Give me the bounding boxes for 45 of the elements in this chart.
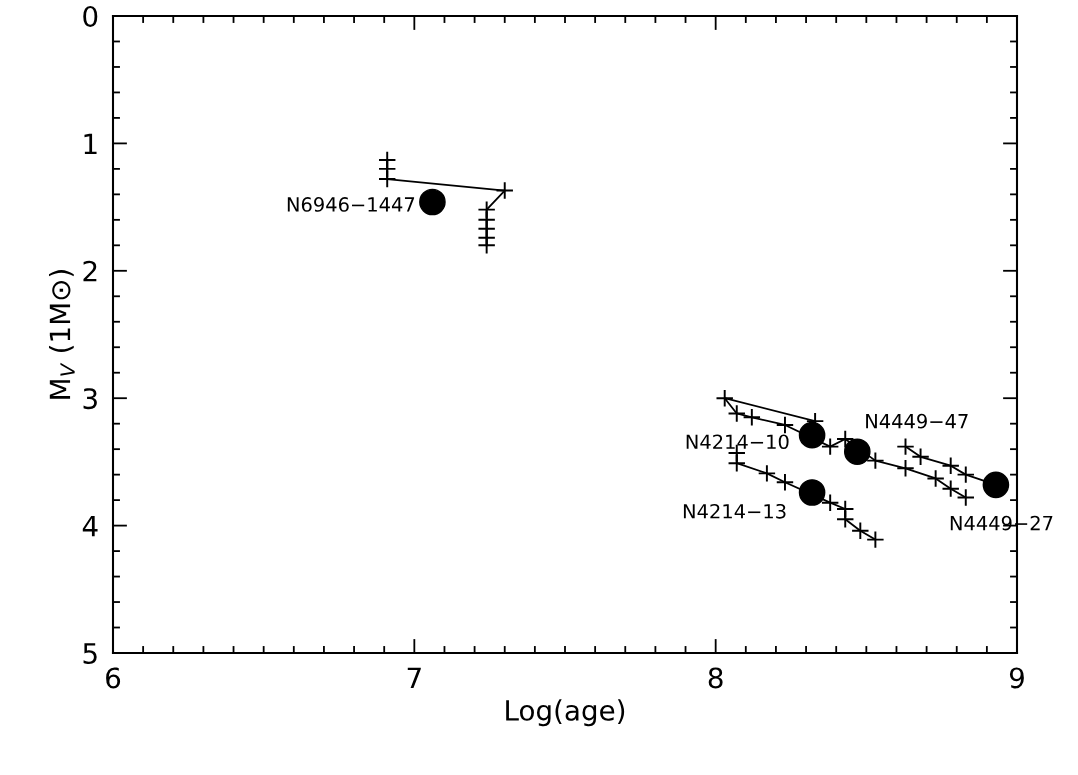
x-tick-label: 6 <box>106 667 121 689</box>
point <box>866 451 885 470</box>
annotation: N4214−10 <box>686 434 789 450</box>
point <box>419 188 446 216</box>
point <box>866 530 885 549</box>
y-tick-label: 2 <box>83 260 97 282</box>
point <box>836 510 855 529</box>
x-tick-label: 8 <box>708 667 723 689</box>
point <box>843 438 871 466</box>
y-tick-label: 1 <box>84 133 97 154</box>
point <box>495 181 514 200</box>
y-tick-label: 4 <box>82 515 98 537</box>
y-tick-label: 0 <box>83 5 98 27</box>
point <box>378 169 397 189</box>
point <box>982 471 1010 499</box>
annotation: N6946−1447 <box>287 197 415 212</box>
point <box>757 464 777 483</box>
point <box>956 465 975 484</box>
point <box>820 493 840 512</box>
y-tick-label: 5 <box>83 643 97 664</box>
point <box>775 415 795 435</box>
point <box>896 437 915 456</box>
x-axis-title: Log(age) <box>506 699 625 727</box>
point <box>798 421 826 449</box>
annotation: N4214−13 <box>683 503 786 519</box>
point <box>820 437 840 456</box>
point <box>911 447 930 466</box>
point <box>798 479 826 506</box>
point <box>941 479 960 498</box>
point <box>926 469 945 488</box>
point <box>715 389 734 408</box>
point <box>836 429 855 449</box>
y-tick-label: 3 <box>83 388 97 410</box>
point <box>896 459 915 478</box>
point <box>851 521 870 540</box>
point <box>956 488 975 507</box>
point <box>775 473 795 492</box>
x-tick-label: 9 <box>1009 667 1024 689</box>
point <box>742 408 762 427</box>
x-tick-label: 7 <box>407 667 421 688</box>
y-axis-title: M$_{V}$ (1M⊙) <box>48 270 75 399</box>
point <box>477 236 496 255</box>
point <box>727 404 746 423</box>
annotation: N4449−47 <box>866 413 968 429</box>
point <box>941 456 960 475</box>
